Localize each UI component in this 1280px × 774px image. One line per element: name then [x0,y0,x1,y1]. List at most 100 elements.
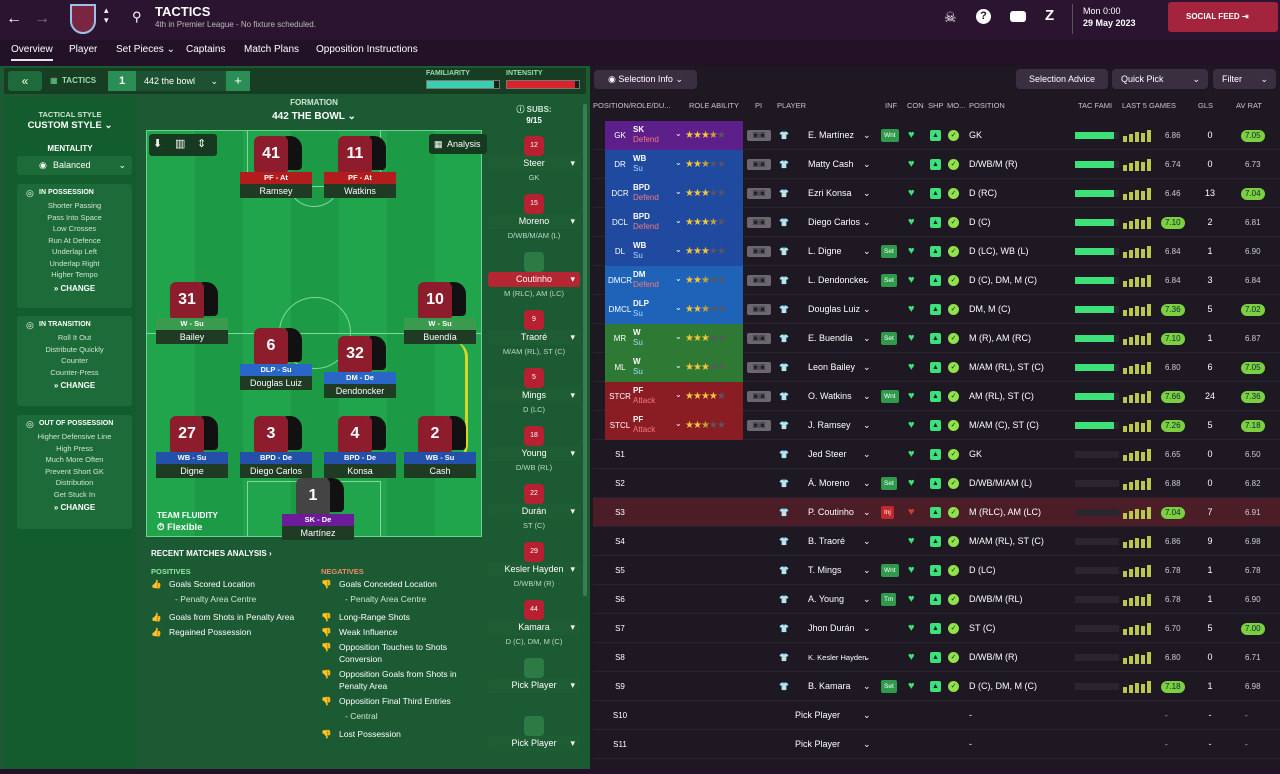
player-dropdown-icon[interactable]: ⌄ [863,391,871,401]
role-duty[interactable]: PF Attack ⌄ [633,415,682,434]
tab-player[interactable]: Player [69,44,98,55]
selection-advice-button[interactable]: Selection Advice [1016,69,1108,89]
table-row[interactable]: S4 👕 B. Traoré ⌄ ♥ ▲ ✓ M/AM (RL), ST (C) 6.86 9 6.… [593,527,1280,556]
player-dropdown-icon[interactable]: ⌄ [863,217,871,227]
quick-pick-button[interactable]: Quick Pick ⌄ [1112,69,1208,89]
player-role[interactable]: BPD - De [240,452,312,464]
pitch-player[interactable]: 4 BPD - De Konsa [324,416,400,480]
player-instructions-icon[interactable]: ▣▣ [747,217,771,228]
sub-slot[interactable]: 9 Traoré ▾ M/AM (RL), ST (C) [488,310,580,368]
table-row[interactable]: DCR BPD Defend ⌄ ★★★★★ ▣▣ 👕 Ezri Konsa ⌄ ♥ ▲ ✓ D (RC… [593,179,1280,208]
player-role[interactable]: DM - De [324,372,396,384]
pitch-player[interactable]: 31 W - Su Bailey [156,282,232,346]
tab-match-plans[interactable]: Match Plans [244,44,300,55]
table-row[interactable]: S11 Pick Player ⌄ - - - - [593,730,1280,759]
zeta-icon[interactable]: Z [1045,7,1055,24]
table-row[interactable]: DCL BPD Defend ⌄ ★★★★★ ▣▣ 👕 Diego Carlos ⌄ ♥ ▲ ✓ D (… [593,208,1280,237]
col-shp[interactable]: SHP [928,101,944,110]
table-row[interactable]: S10 Pick Player ⌄ - - - - [593,701,1280,730]
selection-info-button[interactable]: ◉ Selection Info ⌄ [594,70,697,89]
mentality-select[interactable]: ◉ Balanced ⌄ [17,156,132,175]
player-instructions-icon[interactable]: ▣▣ [747,188,771,199]
player-name[interactable]: Jed Steer [808,449,847,459]
table-row[interactable]: DR WB Su ⌄ ★★★★★ ▣▣ 👕 Matty Cash ⌄ ♥ ▲ ✓ D/WB/M (R) 6… [593,150,1280,179]
player-dropdown-icon[interactable]: ⌄ [863,449,871,459]
player-dropdown-icon[interactable]: ⌄ [863,623,871,633]
social-feed-button[interactable]: SOCIAL FEED ⇥ [1168,2,1278,32]
col-player[interactable]: PLAYER [777,101,807,110]
analysis-button[interactable]: ▦ Analysis [429,134,487,154]
pitch-player[interactable]: 1 SK - De Martínez [282,478,358,542]
player-name[interactable]: B. Traoré [808,536,846,546]
col-tac-fami[interactable]: TAC FAMI [1078,101,1113,110]
filter-button[interactable]: Filter ⌄ [1213,69,1276,89]
player-dropdown-icon[interactable]: ⌄ [863,739,871,749]
skull-icon[interactable]: ☠ [944,9,957,25]
col-pi[interactable]: PI [755,101,763,110]
player-role[interactable]: DLP - Su [240,364,312,376]
pitch-player[interactable]: 32 DM - De Dendoncker [324,336,400,400]
table-row[interactable]: S8 👕 K. Kesler Hayden ⌄ ♥ ▲ ✓ D/WB/M (R) 6.80 0 6.… [593,643,1280,672]
sub-slot[interactable]: Pick Player ▾ [488,716,580,774]
player-dropdown-icon[interactable]: ⌄ [863,536,871,546]
change-in-transition-button[interactable]: » CHANGE [53,381,96,390]
table-row[interactable]: DMCL DLP Su ⌄ ★★★★★ ▣▣ 👕 Douglas Luiz ⌄ ♥ ▲ ✓ DM, M … [593,295,1280,324]
player-name[interactable]: L. Dendoncker [808,275,867,285]
player-instructions-icon[interactable]: ▣▣ [747,275,771,286]
role-duty[interactable]: BPD Defend ⌄ [633,183,682,202]
player-name[interactable]: E. Martínez [808,130,855,140]
role-duty[interactable]: WB Su ⌄ [633,241,682,260]
sub-player-select[interactable]: Moreno ▾ [488,214,580,229]
role-duty[interactable]: SK Defend ⌄ [633,125,682,144]
tab-set-pieces[interactable]: Set Pieces ⌄ [116,44,175,55]
player-role[interactable]: WB - Su [404,452,476,464]
player-dropdown-icon[interactable]: ⌄ [863,188,871,198]
table-row[interactable]: S9 👕 B. Kamara ⌄ Set ♥ ▲ ✓ D (C), DM, M (C) 7.18 1… [593,672,1280,701]
sub-slot[interactable]: 44 Kamara ▾ D (C), DM, M (C) [488,600,580,658]
pitch-player[interactable]: 27 WB - Su Digne [156,416,232,480]
player-name[interactable]: K. Kesler Hayden [808,653,867,662]
pitch-toggle-icon[interactable]: ⇕ [197,138,207,150]
table-row[interactable]: DMCR DM Defend ⌄ ★★★★★ ▣▣ 👕 L. Dendoncker ⌄ Set ♥ ▲… [593,266,1280,295]
col-av-rat[interactable]: AV RAT [1236,101,1262,110]
tactical-style-select[interactable]: CUSTOM STYLE ⌄ [27,120,113,131]
sub-slot[interactable]: 12 Steer ▾ GK [488,136,580,194]
player-role[interactable]: W - Su [156,318,228,330]
tab-opposition-instructions[interactable]: Opposition Instructions [316,44,418,55]
col-position-role[interactable]: POSITION/ROLE/DU... [593,101,671,110]
add-tactic-button[interactable]: + [226,71,250,91]
sub-slot[interactable]: 18 Young ▾ D/WB (RL) [488,426,580,484]
out-of-possession-box[interactable]: ◎ OUT OF POSSESSION Higher Defensive Lin… [17,415,132,529]
player-name[interactable]: O. Watkins [808,391,852,401]
tab-overview[interactable]: Overview [11,44,53,61]
col-mo[interactable]: MO... [947,101,966,110]
table-row[interactable]: STCL PF Attack ⌄ ★★★★★ ▣▣ 👕 J. Ramsey ⌄ ♥ ▲ ✓ M/AM (… [593,411,1280,440]
sub-player-select[interactable]: Traoré ▾ [488,330,580,345]
pitch-player[interactable]: 2 WB - Su Cash [404,416,480,480]
table-row[interactable]: S1 👕 Jed Steer ⌄ ♥ ▲ ✓ GK 6.65 0 6.50 [593,440,1280,469]
sub-slot[interactable]: 15 Moreno ▾ D/WB/M/AM (L) [488,194,580,252]
col-role-ability[interactable]: ROLE ABILITY [689,101,740,110]
role-duty[interactable]: PF Attack ⌄ [633,386,682,405]
table-row[interactable]: S3 👕 P. Coutinho ⌄ Inj ♥ ▲ ✓ M (RLC), AM (LC) 7.0… [593,498,1280,527]
sub-slot[interactable]: 29 Kesler Hayden ▾ D/WB/M (R) [488,542,580,600]
analysis-title[interactable]: RECENT MATCHES ANALYSIS › [151,549,272,558]
player-instructions-icon[interactable]: ▣▣ [747,130,771,141]
player-name[interactable]: B. Kamara [808,681,851,691]
player-instructions-icon[interactable]: ▣▣ [747,159,771,170]
table-row[interactable]: S2 👕 Á. Moreno ⌄ Set ♥ ▲ ✓ D/WB/M/AM (L) 6.88 0 6.8… [593,469,1280,498]
bar-chart-icon[interactable]: ▥ [175,138,186,150]
role-duty[interactable]: DLP Su ⌄ [633,299,682,318]
player-instructions-icon[interactable]: ▣▣ [747,362,771,373]
tactic-slot[interactable]: 1 [108,71,136,91]
sub-slot[interactable]: Coutinho ▾ M (RLC), AM (LC) [488,252,580,310]
role-duty[interactable]: W Su ⌄ [633,328,682,347]
role-duty[interactable]: BPD Defend ⌄ [633,212,682,231]
player-dropdown-icon[interactable]: ⌄ [863,275,871,285]
sub-player-select[interactable]: Kamara ▾ [488,620,580,635]
player-dropdown-icon[interactable]: ⌄ [863,304,871,314]
player-dropdown-icon[interactable]: ⌄ [863,478,871,488]
collapse-icon[interactable]: « [8,71,42,91]
sub-player-select[interactable]: Kesler Hayden ▾ [488,562,580,577]
club-crest-icon[interactable] [70,4,96,34]
